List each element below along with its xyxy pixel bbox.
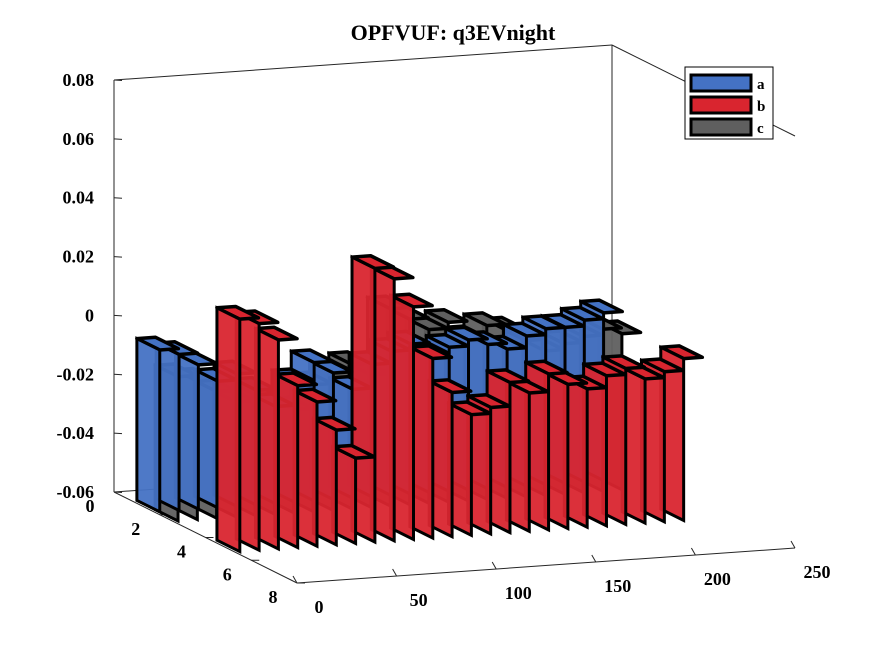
legend-label-a: a xyxy=(757,77,765,93)
x-tick-mark xyxy=(491,561,497,570)
x-tick-label: 0 xyxy=(315,597,324,617)
tick-labels: -0.06 -0.04 -0.02 0 0.02 0.04 0.06 0.08 0 50 100 15… xyxy=(57,70,831,617)
ribbon-edge-b xyxy=(216,306,241,321)
legend-label-c: c xyxy=(757,121,764,137)
ribbon-edge-b xyxy=(602,355,627,370)
ribbon-edge-c xyxy=(463,312,488,327)
x-tick-label: 150 xyxy=(604,576,631,596)
z-tick-mark xyxy=(113,256,123,258)
ribbon-edge-b xyxy=(351,255,376,270)
z-tick-mark xyxy=(113,432,123,435)
ribbon-edge-b xyxy=(582,363,608,378)
y-tick-label: 8 xyxy=(269,587,278,607)
z-tick-label: 0.06 xyxy=(63,129,95,149)
series-b xyxy=(215,254,705,555)
legend-label-b: b xyxy=(757,99,765,115)
y-tick-label: 4 xyxy=(177,542,186,562)
x-tick-mark xyxy=(292,575,298,584)
z-tick-label: 0.04 xyxy=(63,188,95,208)
x-tick-label: 100 xyxy=(505,583,532,603)
ribbon-edge-c xyxy=(424,309,449,324)
x-tick-label: 250 xyxy=(804,562,831,582)
ribbon-edge-a xyxy=(580,300,605,315)
ribbon-edge-b xyxy=(525,361,550,376)
x-tick-label: 50 xyxy=(410,590,428,610)
x-tick-mark xyxy=(392,568,398,577)
legend: abc xyxy=(684,66,774,140)
back-top-line xyxy=(113,44,613,81)
z-tick-mark xyxy=(113,197,123,199)
ribbon-edge-a xyxy=(560,307,585,322)
x-tick-mark xyxy=(690,547,696,556)
ribbon-edge-a xyxy=(502,323,528,338)
ribbon-face-a xyxy=(135,336,162,515)
z-tick-mark xyxy=(113,314,123,317)
x-tick-label: 200 xyxy=(704,569,731,589)
z-tick-mark xyxy=(113,373,123,376)
y-tick-label: 2 xyxy=(131,519,140,539)
x-tick-mark xyxy=(591,554,597,563)
z-tick-label: -0.02 xyxy=(57,364,95,384)
ribbon-edge-a xyxy=(425,334,450,349)
z-tick-label: 0.02 xyxy=(63,247,95,267)
z-tick-label: -0.04 xyxy=(57,423,95,443)
z-tick-label: -0.06 xyxy=(57,482,95,502)
z-tick-label: 0.08 xyxy=(63,70,95,90)
legend-swatch-a xyxy=(689,73,753,93)
legend-swatch-c xyxy=(689,117,753,137)
legend-swatch-b xyxy=(689,95,753,115)
ribbon-edge-b xyxy=(660,345,685,360)
ribbon-edge-b xyxy=(467,394,492,409)
x-axis-line xyxy=(296,547,796,584)
ribbon-edge-b xyxy=(640,358,666,374)
ribbon-edge-b xyxy=(486,369,511,384)
ribbon-edge-a xyxy=(444,327,470,342)
z-tick-label: 0 xyxy=(85,305,94,325)
chart-title: OPFVUF: q3EVnight xyxy=(351,20,556,45)
ribbon-series xyxy=(135,254,705,555)
x-tick-mark xyxy=(790,540,796,549)
ribbon-edge-a xyxy=(290,349,315,364)
y-tick-label: 6 xyxy=(223,564,232,584)
ribbon-edge-a xyxy=(136,337,161,352)
ribbon-edge-a xyxy=(522,315,547,331)
y-tick-label: 0 xyxy=(86,496,95,516)
z-tick-mark xyxy=(113,138,123,140)
z-tick-mark xyxy=(113,79,123,81)
ribbon-face-b xyxy=(215,305,242,555)
